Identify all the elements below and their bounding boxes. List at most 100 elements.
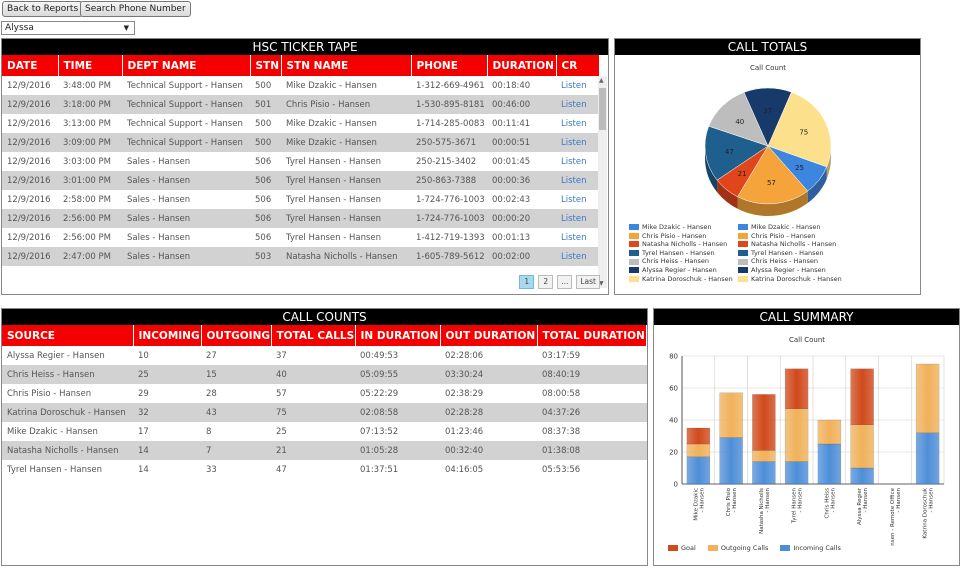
pager-2-button[interactable]: 2 [538,275,554,289]
bar-segment-incoming-calls[interactable] [915,432,940,485]
table-cell: Tyrel Hansen - Hansen [281,171,411,190]
listen-link[interactable]: Listen [561,156,587,167]
counts-header-outgoing[interactable]: OUTGOING [201,325,272,346]
pager-last-button[interactable]: Last [576,275,600,289]
bar-segment-incoming-calls[interactable] [686,456,711,485]
scroll-down-icon[interactable]: ▼ [599,280,604,287]
bar-segment-goal[interactable] [752,394,776,451]
table-cell: 2:58:00 PM [63,194,111,205]
table-cell: Tyrel Hansen - Hansen [281,209,411,228]
pie-slice-side [737,191,808,216]
table-cell: Technical Support - Hansen [122,95,250,114]
ticker-header-duration[interactable]: DURATION [487,55,557,76]
table-cell: 506 [250,209,281,228]
pie-legend-item: Mike Dzakic - Hansen [738,223,858,232]
table-cell: 01:38:08 [537,441,647,460]
bar-segment-incoming-calls[interactable] [817,443,842,485]
table-cell: 1-605-789-5612 [411,247,487,266]
bar-segment-outgoing-calls[interactable] [817,419,842,445]
listen-link[interactable]: Listen [561,118,587,129]
ticker-scrollbar[interactable]: ▲ ▼ [598,76,607,288]
ticker-header-dept-name[interactable]: DEPT NAME [122,55,251,76]
bar-segment-outgoing-calls[interactable] [915,363,940,434]
table-cell: 12/9/2016 [2,209,58,228]
pie-slice[interactable] [767,91,832,168]
bar-segment-outgoing-calls[interactable] [784,408,809,462]
pie-legend: Mike Dzakic - Hansen Mike Dzakic - Hansen… [629,223,919,283]
table-cell: 1-724-776-1003 [416,194,485,205]
listen-link[interactable]: Listen [561,80,587,91]
bar-segment-incoming-calls[interactable] [719,437,743,485]
table-row: Tyrel Hansen - Hansen 14 33 47 01:37:51 04:16… [2,460,647,479]
bar-segment-outgoing-calls[interactable] [850,424,874,469]
bar-segment-goal[interactable] [850,368,874,425]
table-cell: Technical Support - Hansen [127,118,243,129]
table-cell: 02:28:28 [440,403,537,422]
table-cell: Mike Dzakic - Hansen [286,118,377,129]
ticker-header-phone[interactable]: PHONE [411,55,488,76]
bar-segment-incoming-calls[interactable] [784,461,809,485]
table-cell: Listen [556,76,599,95]
table-cell: 12/9/2016 [2,171,58,190]
legend-swatch [738,232,748,239]
legend-label: Chris Pisio - Hansen [751,231,816,240]
table-row: 12/9/2016 3:18:00 PM Technical Support - H… [2,95,599,114]
ticker-header-cr[interactable]: CR [556,55,600,76]
table-cell: 506 [255,156,272,167]
listen-link[interactable]: Listen [561,251,587,262]
table-cell: 7 [201,441,271,460]
ticker-header-stn[interactable]: STN [250,55,282,76]
bar-segment-incoming-calls[interactable] [850,467,874,485]
pie-slice[interactable] [737,145,809,205]
legend-label: Chris Heiss - Hansen [751,257,819,266]
back-to-reports-button[interactable]: Back to Reports [2,1,84,17]
table-cell: 02:28:06 [445,350,484,361]
ticker-header-time[interactable]: TIME [58,55,123,76]
counts-header-incoming[interactable]: INCOMING [133,325,202,346]
ticker-header-date[interactable]: DATE [2,55,59,76]
listen-link[interactable]: Listen [561,194,587,205]
table-cell: Sales - Hansen [127,232,191,243]
table-cell: Natasha Nicholls - Hansen [281,247,411,266]
counts-header-total-calls[interactable]: TOTAL CALLS [271,325,356,346]
bar-segment-goal[interactable] [784,368,809,409]
counts-header-out-duration[interactable]: OUT DURATION [440,325,538,346]
table-cell: 21 [271,441,355,460]
bar-segment-outgoing-calls[interactable] [686,443,711,458]
table-cell: Listen [556,152,599,171]
listen-link[interactable]: Listen [561,137,587,148]
search-phone-number-button[interactable]: Search Phone Number [80,1,191,17]
table-cell: 43 [201,403,271,422]
listen-link[interactable]: Listen [561,213,587,224]
table-cell: 8 [206,426,212,437]
pager-ellipsis-button[interactable]: ... [557,275,573,289]
ticker-header-stn-name[interactable]: STN NAME [281,55,412,76]
counts-header-source[interactable]: SOURCE [2,325,134,346]
table-cell: 10 [138,350,149,361]
y-tick-label: 60 [669,385,678,393]
listen-link[interactable]: Listen [561,232,587,243]
table-cell: 500 [255,118,272,129]
person-select[interactable]: Alyssa ▼ [1,21,135,35]
table-cell: Alyssa Regier - Hansen [7,350,105,361]
pie-slice[interactable] [743,87,792,147]
counts-header-total-duration[interactable]: TOTAL DURATION [537,325,647,346]
table-cell: 02:08:58 [355,403,440,422]
pie-slice-label: 37 [763,107,772,115]
bar-segment-incoming-calls[interactable] [752,461,776,485]
scroll-thumb[interactable] [599,88,606,130]
pie-slice[interactable] [704,125,769,181]
listen-link[interactable]: Listen [561,99,587,110]
bar-segment-goal[interactable] [686,427,711,445]
bar-segment-outgoing-calls[interactable] [719,392,743,438]
x-tick-label: Natasha Nicholls- Hansen [759,487,771,533]
counts-header-in-duration[interactable]: IN DURATION [355,325,441,346]
pager-1-button[interactable]: 1 [519,275,535,289]
bar-segment-outgoing-calls[interactable] [752,450,776,462]
scroll-up-icon[interactable]: ▲ [599,77,604,84]
legend-swatch [780,545,791,552]
table-cell: 00:11:41 [492,118,531,129]
listen-link[interactable]: Listen [561,175,587,186]
call-counts-panel: CALL COUNTS SOURCE INCOMING OUTGOING TOTAL … [1,308,648,566]
table-row: 12/9/2016 2:47:00 PM Sales - Hansen 503 Nata… [2,247,599,266]
